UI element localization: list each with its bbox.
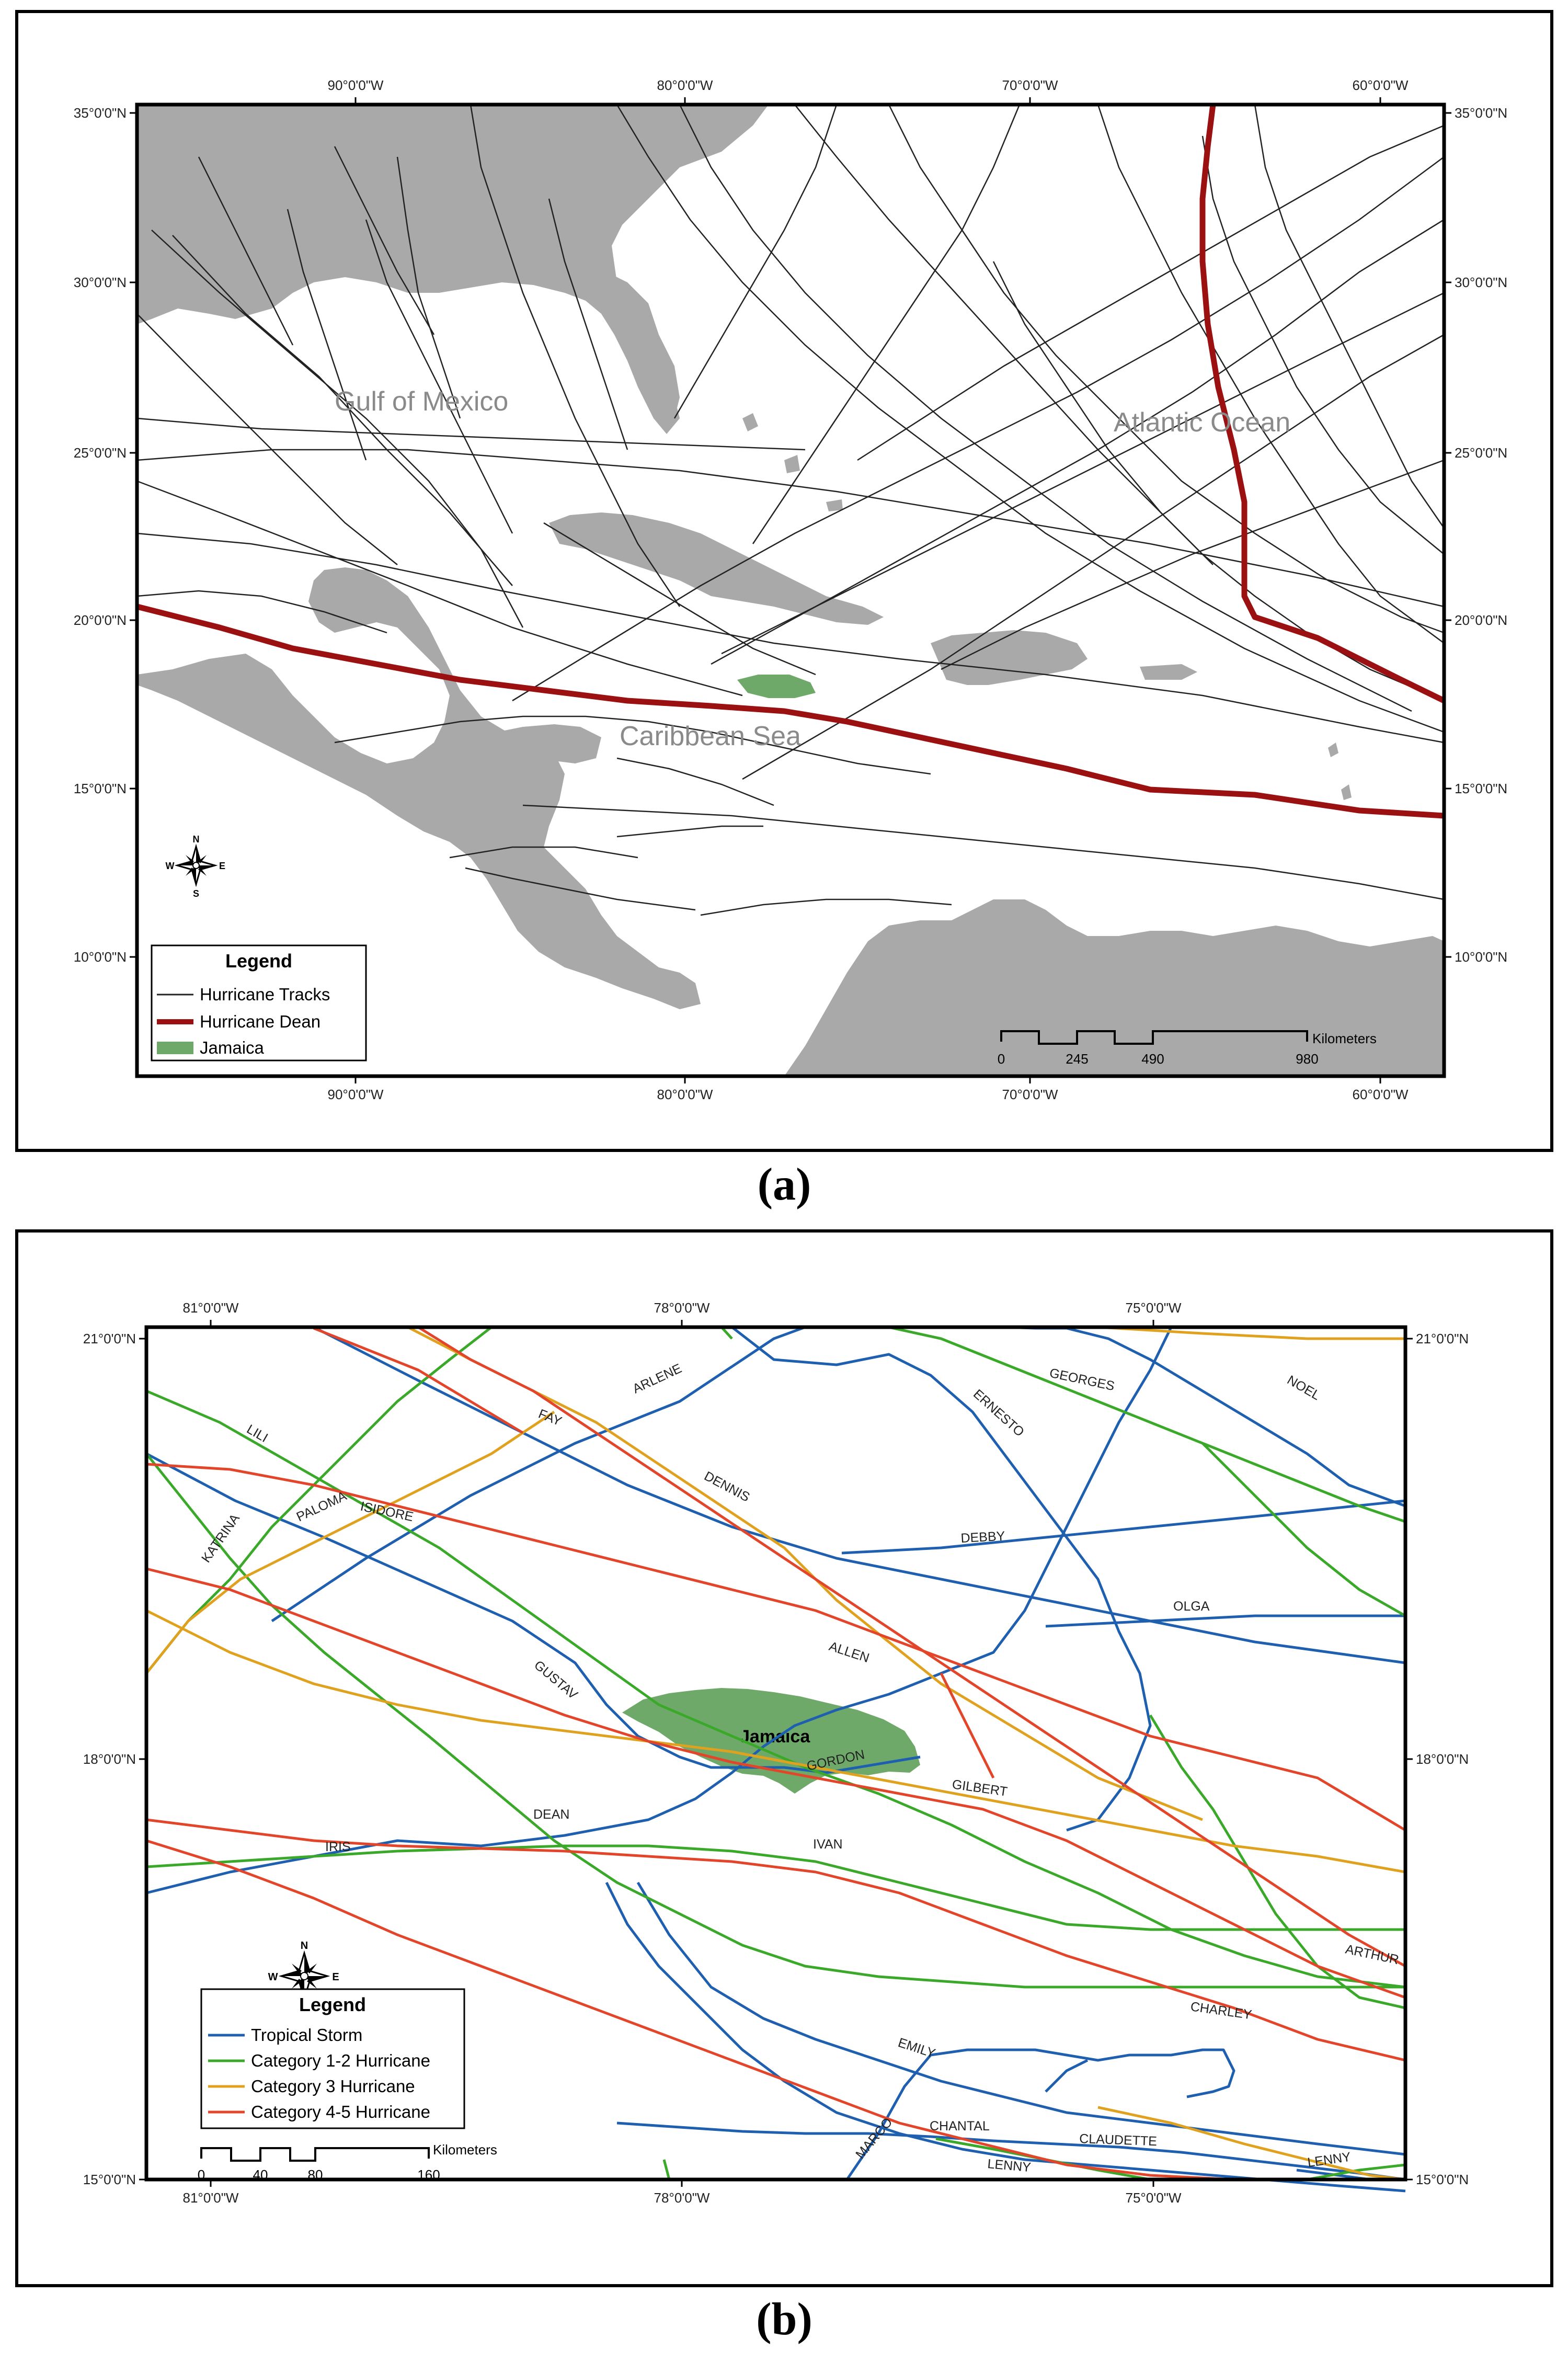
scale-tick-label: 80 — [308, 2167, 323, 2183]
panel-a-top-lon-label: 70°0'0"W — [1002, 77, 1058, 93]
panel-a-top-lon-label: 90°0'0"W — [328, 77, 384, 93]
panel-b-left-lat-label: 15°0'0"N — [83, 2172, 136, 2187]
panel-a-bottom-lon-label: 80°0'0"W — [657, 1087, 713, 1102]
panel-a-right-lat-label: 20°0'0"N — [1455, 612, 1507, 628]
panel-a-ticks — [130, 97, 1451, 1083]
panel-b-map-frame — [144, 1325, 1407, 2182]
scale-tick-label: 160 — [417, 2167, 440, 2183]
panel-a-right-lat-label: 10°0'0"N — [1455, 949, 1507, 965]
compass-south: S — [193, 888, 199, 899]
legend-item-label: Category 1-2 Hurricane — [251, 2051, 430, 2070]
panel-a-hurricane-dean-north — [1199, 104, 1446, 703]
panel-b: Jamaica — [15, 1229, 1553, 2287]
panel-a-right-lat-label: 25°0'0"N — [1455, 445, 1507, 461]
panel-b-top-lon-label: 75°0'0"W — [1126, 1300, 1182, 1316]
panel-b-ticks — [139, 1320, 1413, 2187]
panel-a-compass-icon: N S E W — [166, 834, 226, 899]
panel-a: 90°0'0"W 80°0'0"W 70°0'0"W 60°0'0"W 90°0… — [15, 10, 1553, 1152]
panel-b-caption: (b) — [756, 2294, 812, 2345]
scale-unit-label: Kilometers — [433, 2142, 497, 2158]
scale-tick-label: 40 — [253, 2167, 268, 2183]
panel-b-left-lat-label: 18°0'0"N — [83, 1751, 136, 1767]
scale-tick-label: 0 — [998, 1051, 1005, 1067]
storm-label: OLGA — [1173, 1599, 1210, 1614]
panel-a-legend: Legend Hurricane Tracks Hurricane Dean J… — [151, 944, 367, 1062]
caribbean-sea-label: Caribbean Sea — [620, 721, 801, 751]
scale-unit-label: Kilometers — [1312, 1031, 1377, 1046]
compass-east: E — [332, 1971, 339, 1983]
legend-item-label: Category 3 Hurricane — [251, 2076, 415, 2096]
storm-label: CLAUDETTE — [1079, 2131, 1158, 2149]
panel-b-bottom-lon-label: 78°0'0"W — [654, 2190, 710, 2206]
legend-item-label: Tropical Storm — [251, 2025, 362, 2045]
panel-b-cat3-tracks — [145, 1326, 1406, 2181]
panel-a-left-lat-label: 30°0'0"N — [74, 275, 127, 290]
panel-a-right-lat-label: 35°0'0"N — [1455, 105, 1507, 121]
panel-b-bottom-lon-label: 81°0'0"W — [183, 2190, 239, 2206]
panel-a-hurricane-dean — [136, 603, 1445, 819]
atlantic-ocean-label: Atlantic Ocean — [1114, 407, 1290, 438]
panel-b-left-lat-label: 21°0'0"N — [83, 1331, 136, 1347]
scale-tick-label: 245 — [1066, 1051, 1088, 1067]
panel-b-legend: Legend Tropical Storm Category 1-2 Hurri… — [200, 1988, 465, 2129]
panel-a-left-lat-label: 15°0'0"N — [74, 781, 127, 796]
gulf-of-mexico-label: Gulf of Mexico — [335, 386, 508, 417]
panel-a-right-lat-label: 30°0'0"N — [1455, 275, 1507, 290]
panel-b-right-lat-label: 18°0'0"N — [1416, 1751, 1469, 1767]
panel-a-bottom-lon-label: 90°0'0"W — [328, 1087, 384, 1102]
legend-swatch-jamaica — [157, 1042, 193, 1054]
compass-west: W — [268, 1971, 278, 1983]
storm-label: CHANTAL — [930, 2119, 990, 2133]
panel-b-top-lon-label: 81°0'0"W — [183, 1300, 239, 1316]
legend-item-label: Hurricane Tracks — [200, 985, 330, 1004]
panel-a-caption: (a) — [757, 1159, 811, 1210]
storm-label: DEBBY — [960, 1529, 1005, 1546]
panel-a-left-lat-label: 20°0'0"N — [74, 612, 127, 628]
panel-a-bottom-lon-label: 70°0'0"W — [1002, 1087, 1058, 1102]
compass-east: E — [219, 861, 225, 871]
panel-a-right-lat-label: 15°0'0"N — [1455, 781, 1507, 796]
panel-a-scale-bar — [1000, 1030, 1308, 1045]
panel-b-right-lat-label: 21°0'0"N — [1416, 1331, 1469, 1347]
panel-b-right-lat-label: 15°0'0"N — [1416, 2172, 1469, 2187]
storm-label: DEAN — [533, 1807, 569, 1822]
compass-west: W — [166, 861, 175, 871]
legend-item-label: Category 4-5 Hurricane — [251, 2102, 430, 2121]
compass-north: N — [301, 1940, 308, 1952]
panel-a-left-lat-label: 10°0'0"N — [74, 949, 127, 965]
storm-label: IRIS — [325, 1840, 351, 1854]
panel-b-top-lon-label: 78°0'0"W — [654, 1300, 710, 1316]
scale-tick-label: 0 — [198, 2167, 205, 2183]
panel-a-jamaica — [737, 675, 816, 698]
panel-a-top-lon-label: 80°0'0"W — [657, 77, 713, 93]
legend-title: Legend — [299, 1994, 366, 2015]
panel-a-top-lon-label: 60°0'0"W — [1353, 77, 1409, 93]
panel-b-scale-bar — [200, 2147, 430, 2162]
panel-a-left-lat-label: 35°0'0"N — [74, 105, 127, 121]
panel-a-bottom-lon-label: 60°0'0"W — [1353, 1087, 1409, 1102]
scale-tick-label: 490 — [1141, 1051, 1164, 1067]
legend-title: Legend — [225, 950, 292, 972]
panel-a-map-frame — [135, 102, 1446, 1078]
storm-label: IVAN — [813, 1837, 843, 1852]
panel-b-bottom-lon-label: 75°0'0"W — [1126, 2190, 1182, 2206]
legend-item-label: Jamaica — [200, 1038, 265, 1057]
scale-tick-label: 980 — [1296, 1051, 1318, 1067]
legend-item-label: Hurricane Dean — [200, 1012, 321, 1031]
compass-north: N — [193, 834, 200, 845]
panel-a-left-lat-label: 25°0'0"N — [74, 445, 127, 461]
panel-b-cat45-tracks — [146, 1326, 1406, 2181]
